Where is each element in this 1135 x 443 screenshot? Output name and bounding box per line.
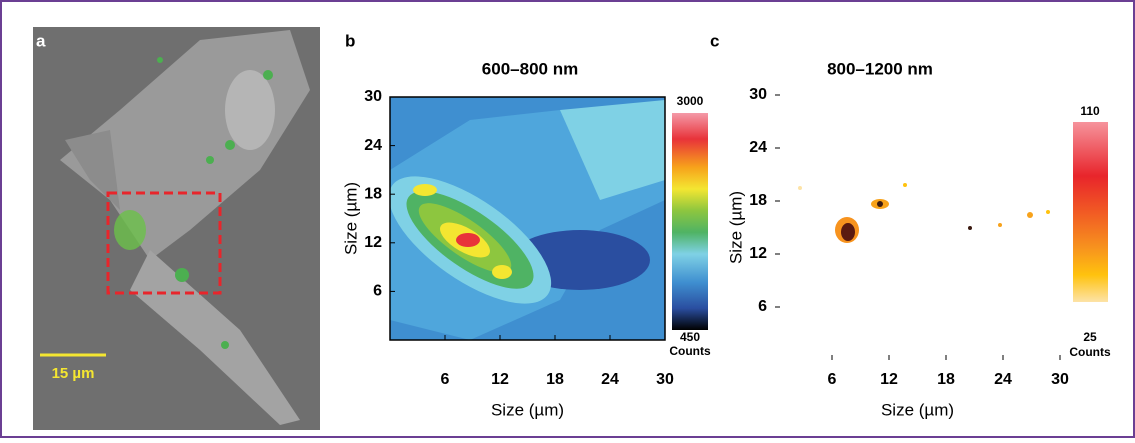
y-tick-label: 24 — [749, 139, 767, 156]
y-tick-label: 6 — [373, 283, 382, 300]
y-tick-label: 24 — [364, 137, 382, 154]
x-tick-label: 30 — [1051, 371, 1069, 388]
micrograph — [33, 27, 320, 430]
y-axis-label: Size (µm) — [341, 182, 360, 255]
x-tick-label: 12 — [880, 371, 898, 388]
colorbar-unit: Counts — [669, 344, 711, 358]
panel-letter: c — [710, 31, 719, 50]
x-tick-label: 24 — [601, 371, 619, 388]
colorbar-unit: Counts — [1069, 345, 1111, 359]
colorbar — [1073, 122, 1108, 302]
x-axis-label: Size (µm) — [491, 400, 564, 419]
plot-frame — [389, 96, 666, 341]
x-tick-label: 18 — [937, 371, 955, 388]
y-tick-label: 12 — [364, 234, 382, 251]
x-tick-label: 6 — [441, 371, 450, 388]
y-tick-label: 18 — [364, 185, 382, 202]
y-tick-label: 12 — [749, 245, 767, 262]
x-axis-label: Size (µm) — [881, 400, 954, 419]
y-tick-label: 6 — [758, 298, 767, 315]
panel-letter: b — [345, 31, 355, 50]
colorbar-min: 450 — [680, 330, 700, 344]
y-tick-label: 30 — [364, 88, 382, 105]
contour-map — [390, 97, 665, 340]
colorbar — [672, 113, 708, 330]
x-tick-label: 24 — [994, 371, 1012, 388]
y-tick-label: 30 — [749, 86, 767, 103]
x-tick-label: 18 — [546, 371, 564, 388]
panel-letter: a — [36, 31, 46, 50]
colorbar-min: 25 — [1083, 330, 1097, 344]
y-axis-label: Size (µm) — [726, 191, 745, 264]
scale-bar-label: 15 µm — [52, 365, 95, 382]
x-tick-label: 30 — [656, 371, 674, 388]
panel-title: 800–1200 nm — [827, 59, 933, 78]
x-tick-label: 6 — [828, 371, 837, 388]
panel-title: 600–800 nm — [482, 59, 578, 78]
colorbar-max: 3000 — [677, 94, 704, 108]
x-tick-label: 12 — [491, 371, 509, 388]
colorbar-max: 110 — [1080, 104, 1100, 118]
signal-map — [798, 183, 1050, 243]
y-tick-label: 18 — [749, 192, 767, 209]
